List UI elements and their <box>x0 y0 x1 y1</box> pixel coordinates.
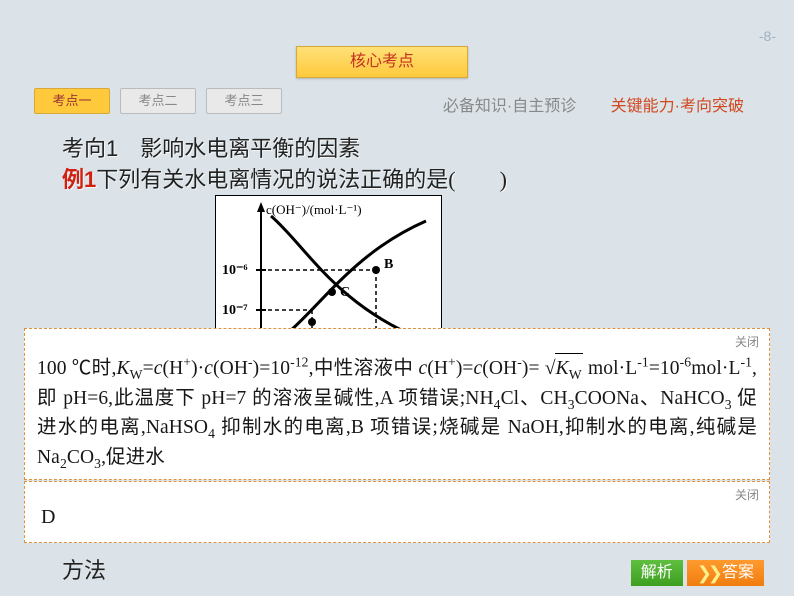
explain-button-label: 解析 <box>641 560 673 586</box>
section-heading: 考向1 影响水电离平衡的因素 <box>62 131 360 163</box>
subtab-2[interactable]: 考点二 <box>120 88 196 114</box>
svg-text:C: C <box>340 285 350 300</box>
example-line: 例1下列有关水电离情况的说法正确的是( ) <box>62 162 507 194</box>
answer-button-label: 答案 <box>722 560 754 586</box>
svg-text:c(OH⁻)/(mol·L⁻¹): c(OH⁻)/(mol·L⁻¹) <box>266 202 362 217</box>
subtab-1[interactable]: 考点一 <box>34 88 110 114</box>
answer-overlay: 关闭 D <box>24 481 770 543</box>
example-text: 下列有关水电离情况的说法正确的是( ) <box>96 167 507 192</box>
subtab-3[interactable]: 考点三 <box>206 88 282 114</box>
subtab-row: 考点一 考点二 考点三 <box>34 88 282 114</box>
explanation-overlay: 关闭 100 ℃时,KW=c(H+)·c(OH-)=10-12,中性溶液中 c(… <box>24 328 770 480</box>
link-basic-knowledge[interactable]: 必备知识·自主预诊 <box>443 98 576 115</box>
chevrons-icon: ❯❯ <box>697 560 719 586</box>
svg-text:10⁻⁷: 10⁻⁷ <box>222 303 248 318</box>
answer-button[interactable]: ❯❯ 答案 <box>687 560 764 586</box>
svg-text:B: B <box>384 257 393 272</box>
right-links: 必备知识·自主预诊 关键能力·考向突破 <box>443 92 744 116</box>
close-answer[interactable]: 关闭 <box>735 486 759 503</box>
core-points-tab[interactable]: 核心考点 <box>296 46 468 78</box>
explain-button[interactable]: 解析 <box>631 560 683 586</box>
page-number: -8- <box>759 28 776 44</box>
example-label: 例1 <box>62 167 96 192</box>
bottom-buttons: 解析 ❯❯ 答案 <box>631 560 764 586</box>
trailing-word: 方法 <box>62 553 106 585</box>
close-explanation[interactable]: 关闭 <box>735 333 759 350</box>
answer-letter: D <box>37 506 757 529</box>
svg-text:10⁻⁶: 10⁻⁶ <box>222 263 248 278</box>
explanation-text: 100 ℃时,KW=c(H+)·c(OH-)=10-12,中性溶液中 c(H+)… <box>37 353 757 473</box>
link-key-ability[interactable]: 关键能力·考向突破 <box>611 98 744 115</box>
